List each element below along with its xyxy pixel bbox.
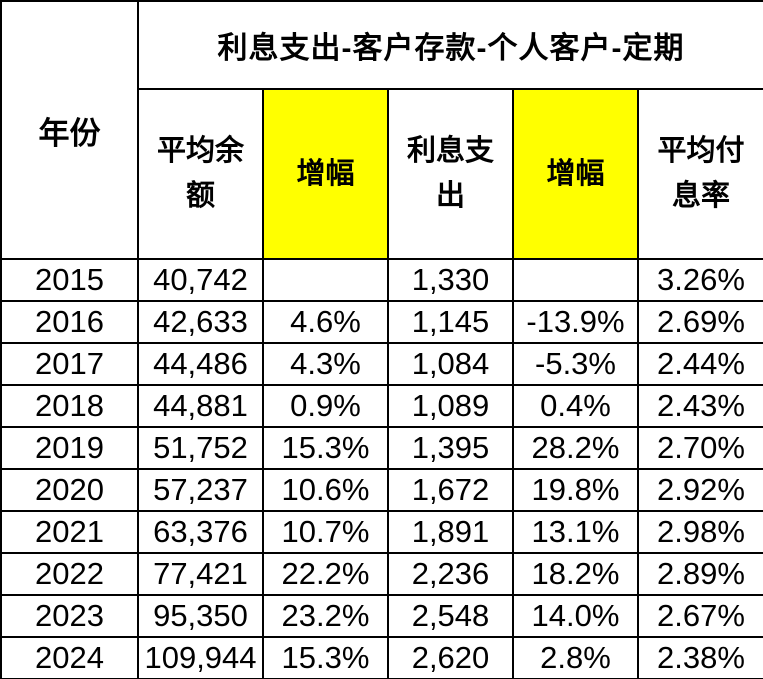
cell-year: 2017 [0, 342, 139, 386]
cell-avg-balance: 51,752 [137, 426, 264, 470]
cell-year: 2016 [0, 300, 139, 344]
cell-expense-growth: -5.3% [512, 342, 639, 386]
table-row-2021: 2021 63,376 10.7% 1,891 13.1% 2.98% [0, 510, 763, 554]
title-row: 年份 利息支出-客户存款-个人客户-定期 [0, 0, 763, 260]
cell-balance-growth: 10.7% [262, 510, 389, 554]
table-row-2015: 2015 40,742 1,330 3.26% [0, 258, 763, 302]
cell-avg-balance: 44,486 [137, 342, 264, 386]
cell-year: 2020 [0, 468, 139, 512]
cell-balance-growth: 4.3% [262, 342, 389, 386]
cell-avg-rate: 3.26% [637, 258, 763, 302]
cell-balance-growth: 23.2% [262, 594, 389, 638]
cell-expense-growth: 13.1% [512, 510, 639, 554]
cell-expense-growth: 19.8% [512, 468, 639, 512]
cell-year: 2023 [0, 594, 139, 638]
cell-avg-balance: 40,742 [137, 258, 264, 302]
cell-interest-expense: 1,089 [387, 384, 514, 428]
table-row-2020: 2020 57,237 10.6% 1,672 19.8% 2.92% [0, 468, 763, 512]
cell-avg-balance: 42,633 [137, 300, 264, 344]
column-header-avg-rate: 平均付 息率 [637, 88, 763, 260]
cell-expense-growth: 28.2% [512, 426, 639, 470]
cell-avg-rate: 2.70% [637, 426, 763, 470]
cell-balance-growth: 22.2% [262, 552, 389, 596]
cell-interest-expense: 1,145 [387, 300, 514, 344]
cell-interest-expense: 2,236 [387, 552, 514, 596]
cell-avg-rate: 2.44% [637, 342, 763, 386]
cell-avg-rate: 2.89% [637, 552, 763, 596]
cell-avg-balance: 109,944 [137, 636, 264, 679]
cell-expense-growth: 0.4% [512, 384, 639, 428]
cell-avg-rate: 2.43% [637, 384, 763, 428]
cell-year: 2019 [0, 426, 139, 470]
cell-year: 2024 [0, 636, 139, 679]
table-row-2016: 2016 42,633 4.6% 1,145 -13.9% 2.69% [0, 300, 763, 344]
cell-expense-growth: 14.0% [512, 594, 639, 638]
table-row-2023: 2023 95,350 23.2% 2,548 14.0% 2.67% [0, 594, 763, 638]
cell-balance-growth: 0.9% [262, 384, 389, 428]
cell-expense-growth: 2.8% [512, 636, 639, 679]
cell-balance-growth: 15.3% [262, 426, 389, 470]
cell-interest-expense: 1,084 [387, 342, 514, 386]
cell-avg-rate: 2.69% [637, 300, 763, 344]
cell-avg-rate: 2.92% [637, 468, 763, 512]
cell-balance-growth: 10.6% [262, 468, 389, 512]
column-header-row: 平均余 额 增幅 利息支 出 增幅 平均付 息率 [1, 88, 763, 260]
table-row-2024: 2024 109,944 15.3% 2,620 2.8% 2.38% [0, 636, 763, 679]
cell-year: 2018 [0, 384, 139, 428]
table-row-2022: 2022 77,421 22.2% 2,236 18.2% 2.89% [0, 552, 763, 596]
cell-avg-balance: 77,421 [137, 552, 264, 596]
cell-interest-expense: 1,395 [387, 426, 514, 470]
column-header-balance-growth: 增幅 [262, 88, 389, 260]
cell-interest-expense: 1,891 [387, 510, 514, 554]
cell-year: 2015 [0, 258, 139, 302]
cell-expense-growth: -13.9% [512, 300, 639, 344]
cell-interest-expense: 1,672 [387, 468, 514, 512]
column-header-interest-expense: 利息支 出 [387, 88, 514, 260]
year-column-header: 年份 [0, 0, 139, 260]
cell-expense-growth [512, 258, 639, 302]
cell-interest-expense: 2,548 [387, 594, 514, 638]
cell-avg-balance: 63,376 [137, 510, 264, 554]
column-header-expense-growth: 增幅 [512, 88, 639, 260]
table-title: 利息支出-客户存款-个人客户-定期 [137, 0, 763, 90]
cell-interest-expense: 2,620 [387, 636, 514, 679]
cell-year: 2021 [0, 510, 139, 554]
cell-avg-rate: 2.98% [637, 510, 763, 554]
table-row-2017: 2017 44,486 4.3% 1,084 -5.3% 2.44% [0, 342, 763, 386]
cell-interest-expense: 1,330 [387, 258, 514, 302]
cell-balance-growth: 15.3% [262, 636, 389, 679]
table-row-2019: 2019 51,752 15.3% 1,395 28.2% 2.70% [0, 426, 763, 470]
cell-year: 2022 [0, 552, 139, 596]
cell-balance-growth: 4.6% [262, 300, 389, 344]
column-header-avg-balance: 平均余 额 [137, 88, 264, 260]
cell-avg-rate: 2.38% [637, 636, 763, 679]
cell-balance-growth [262, 258, 389, 302]
cell-avg-rate: 2.67% [637, 594, 763, 638]
cell-avg-balance: 57,237 [137, 468, 264, 512]
cell-avg-balance: 44,881 [137, 384, 264, 428]
cell-expense-growth: 18.2% [512, 552, 639, 596]
table-row-2018: 2018 44,881 0.9% 1,089 0.4% 2.43% [0, 384, 763, 428]
cell-avg-balance: 95,350 [137, 594, 264, 638]
